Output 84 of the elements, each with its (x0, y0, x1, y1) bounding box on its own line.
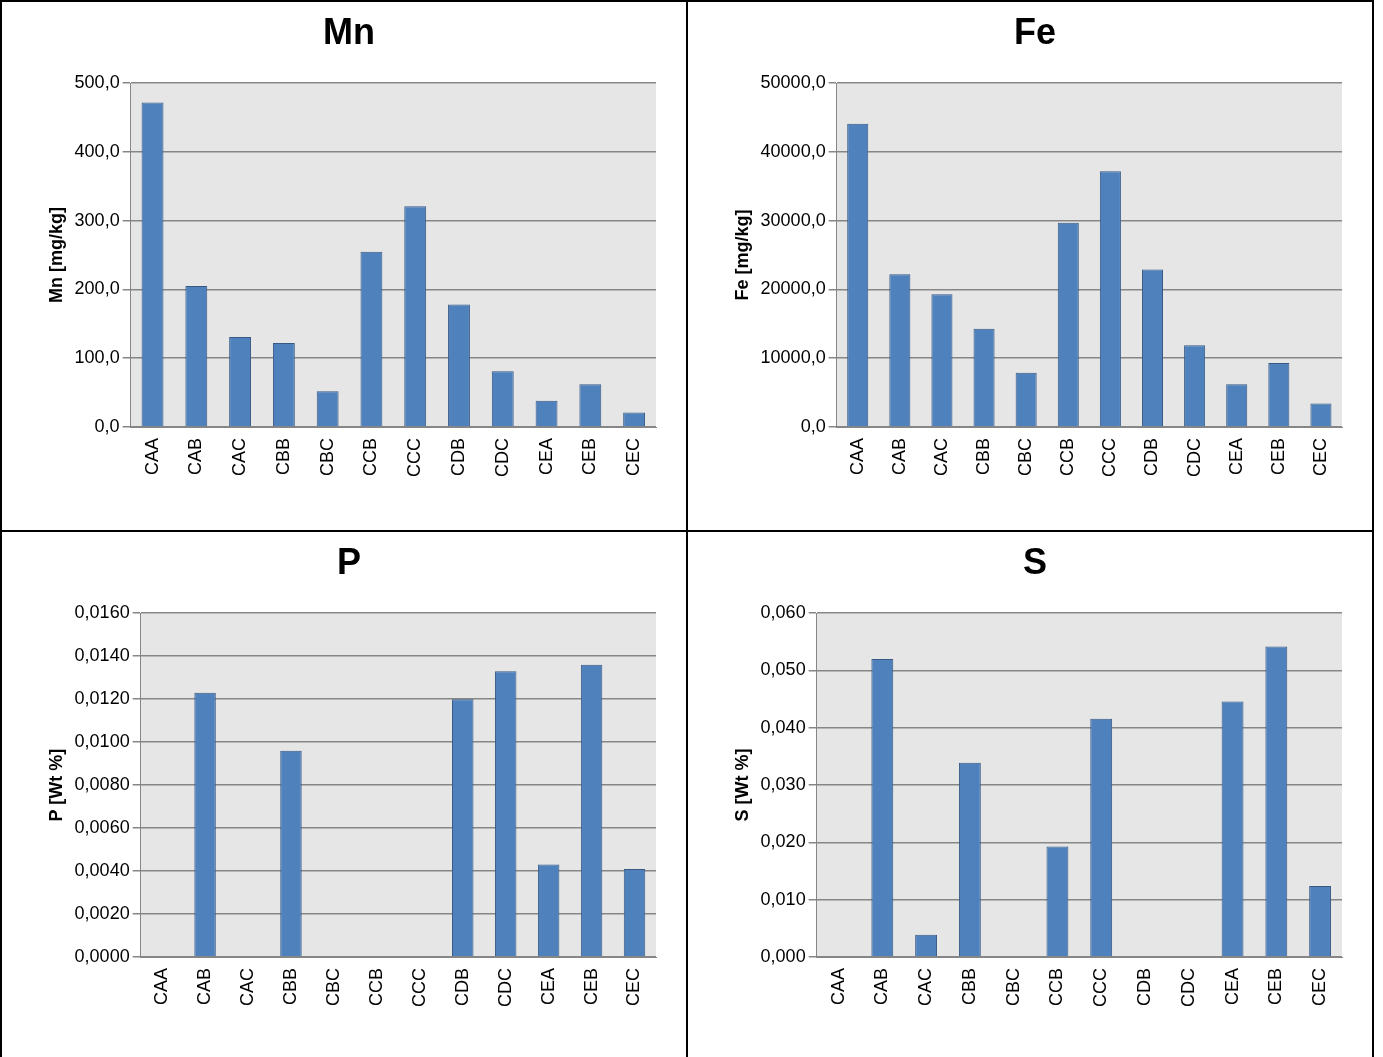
x-tick-label: CAA (846, 438, 867, 476)
x-tick-label: CEB (579, 438, 600, 476)
x-tick-label: CAA (827, 968, 848, 1006)
x-tick-label: CAC (930, 438, 951, 477)
x-tick-label: CAB (194, 968, 215, 1006)
y-tick-label: 0,040 (760, 716, 806, 737)
x-tick-label: CAA (141, 438, 162, 476)
x-tick-label: CBC (1002, 968, 1023, 1007)
y-tick-label: 0,0120 (74, 688, 130, 709)
x-tick-label: CBC (316, 438, 337, 477)
x-tick-label: CCB (365, 968, 386, 1007)
x-tick-label: CDC (491, 438, 512, 477)
x-tick-label: CAC (915, 968, 936, 1007)
x-tick-label: CBB (958, 968, 979, 1006)
x-tick-label: CEC (1309, 968, 1330, 1007)
y-tick-label: 50000,0 (760, 72, 826, 93)
x-tick-label: CDC (1177, 968, 1198, 1007)
y-tick-label: 0,0140 (74, 645, 130, 666)
x-tick-label: CAC (236, 968, 257, 1007)
x-tick-label: CBB (279, 968, 300, 1006)
y-tick-label: 0,0000 (74, 945, 130, 966)
x-tick-label: CDC (494, 968, 515, 1007)
y-tick-label: 0,000 (760, 945, 806, 966)
chart-title: P (336, 540, 362, 582)
x-tick-label: CAB (888, 438, 909, 476)
y-tick-label: 0,060 (760, 602, 806, 623)
x-tick-label: CCC (1099, 438, 1120, 477)
y-tick-label: 20000,0 (760, 278, 826, 299)
x-tick-label: CEB (580, 968, 601, 1006)
x-tick-label: CAB (871, 968, 892, 1006)
x-tick-label: CAC (229, 438, 250, 477)
x-tick-label: CBC (322, 968, 343, 1007)
y-tick-label: 500,0 (74, 72, 120, 93)
x-tick-label: CBB (973, 438, 994, 476)
y-tick-label: 0,050 (760, 659, 806, 680)
y-axis-title: S [Wt %] (731, 748, 752, 822)
y-tick-label: 0,0040 (74, 860, 130, 881)
y-tick-label: 30000,0 (760, 209, 826, 230)
y-tick-label: 200,0 (74, 278, 120, 299)
y-tick-label: 0,0 (800, 415, 826, 436)
y-axis-title: P [Wt %] (45, 748, 66, 822)
y-tick-label: 0,0020 (74, 903, 130, 923)
y-tick-label: 300,0 (74, 209, 120, 230)
x-tick-label: CDB (1141, 438, 1162, 477)
chart-title: S (1022, 540, 1048, 582)
y-tick-label: 100,0 (74, 347, 120, 368)
y-tick-label: 400,0 (74, 140, 120, 161)
y-tick-label: 10000,0 (760, 347, 826, 368)
x-tick-label: CAA (151, 968, 172, 1006)
y-tick-label: 0,030 (760, 774, 806, 795)
y-tick-label: 0,0160 (74, 602, 130, 623)
x-tick-label: CEA (1221, 968, 1242, 1006)
x-tick-label: CDB (447, 438, 468, 477)
y-tick-label: 0,0080 (74, 774, 130, 795)
x-tick-label: CEB (1267, 438, 1288, 476)
x-tick-label: CEC (623, 968, 644, 1007)
x-tick-label: CEA (1225, 438, 1246, 476)
x-tick-label: CCB (360, 438, 381, 477)
x-tick-label: CBC (1015, 438, 1036, 477)
y-tick-label: 0,010 (760, 888, 806, 909)
x-tick-label: CDB (1133, 968, 1154, 1007)
chart-title: Fe (1013, 10, 1057, 52)
y-tick-label: 40000,0 (760, 140, 826, 161)
x-tick-label: CEA (535, 438, 556, 476)
x-tick-label: CDB (451, 968, 472, 1007)
x-tick-label: CEC (1309, 438, 1330, 477)
x-tick-label: CCC (1090, 968, 1111, 1007)
x-tick-label: CDC (1183, 438, 1204, 477)
y-axis-title: Mn [mg/kg] (45, 207, 66, 304)
x-tick-label: CCC (408, 968, 429, 1007)
x-tick-label: CEB (1265, 968, 1286, 1006)
chart-title: Mn (323, 10, 375, 52)
y-tick-label: 0,020 (760, 831, 806, 852)
y-tick-label: 0,0100 (74, 731, 130, 752)
x-tick-label: CEC (623, 438, 644, 477)
x-tick-label: CBB (272, 438, 293, 476)
x-tick-label: CCB (1057, 438, 1078, 477)
x-tick-label: CCB (1046, 968, 1067, 1007)
x-tick-label: CEA (537, 968, 558, 1006)
x-tick-label: CAB (185, 438, 206, 476)
y-tick-label: 0,0 (94, 415, 120, 436)
y-tick-label: 0,0060 (74, 817, 130, 838)
y-axis-title: Fe [mg/kg] (731, 209, 752, 301)
x-tick-label: CCC (404, 438, 425, 477)
